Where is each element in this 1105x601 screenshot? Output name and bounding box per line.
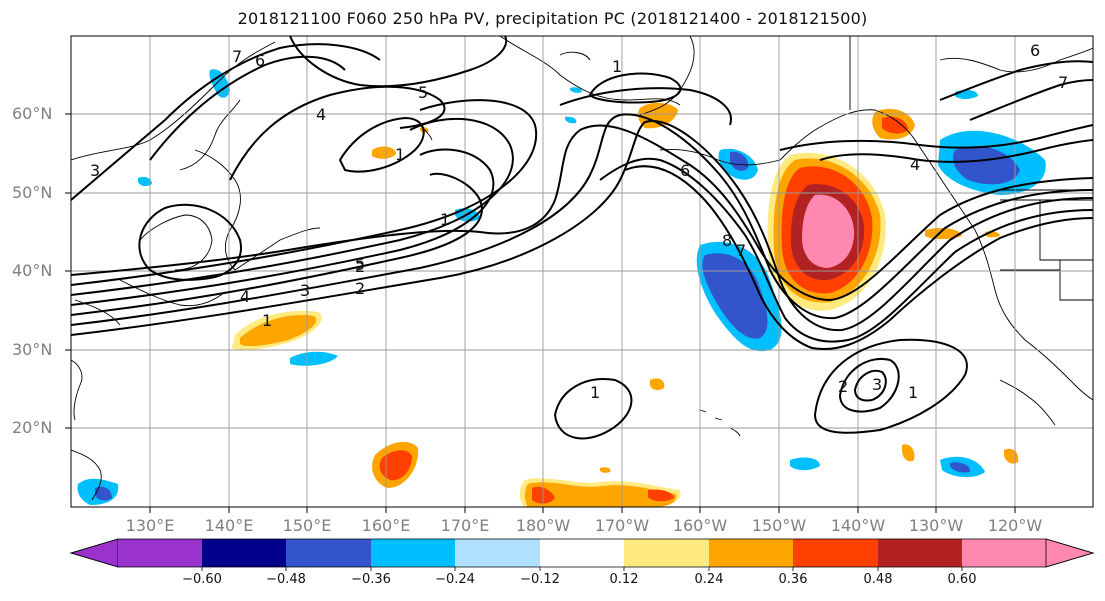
colorbar-tick-label: −0.12 — [520, 572, 560, 587]
colorbar-segment — [455, 539, 540, 567]
lon-label: 160°W — [672, 516, 728, 535]
lon-label: 170°W — [594, 516, 650, 535]
colorbar-segment — [286, 539, 371, 567]
colorbar-segment — [202, 539, 286, 567]
colorbar-tick-label: 0.24 — [694, 572, 724, 587]
contour-label: 6 — [1030, 41, 1040, 60]
colorbar-extend-low — [69, 538, 119, 568]
colorbar-extend-high — [1045, 538, 1095, 568]
contour-labels: 7 6 5 4 3 2 1 5 4 3 2 1 1 6 8 7 1 2 3 1 … — [90, 41, 1068, 402]
lon-label: 180°W — [515, 516, 571, 535]
colorbar-segment — [540, 539, 624, 567]
contour-label: 1 — [908, 383, 918, 402]
lon-label: 150°W — [751, 516, 807, 535]
lat-label: 60°N — [12, 104, 53, 123]
lat-label: 30°N — [12, 340, 53, 359]
colorbar-tick-label: −0.48 — [266, 572, 306, 587]
contour-label: 5 — [418, 83, 428, 102]
colorbar-tick-label: −0.36 — [351, 572, 391, 587]
contour-label: 7 — [1058, 73, 1068, 92]
contour-label: 1 — [395, 145, 405, 164]
colorbar-tick-label: 0.36 — [778, 572, 808, 587]
colorbar-segment — [709, 539, 793, 567]
lon-label: 160°E — [361, 516, 411, 535]
contour-label: 6 — [680, 161, 690, 180]
lon-label: 170°E — [440, 516, 490, 535]
colorbar-tick-label: −0.24 — [435, 572, 475, 587]
pv-contours — [71, 36, 1093, 440]
colorbar-segment — [878, 539, 962, 567]
colorbar-tick-label: 0.60 — [947, 572, 977, 587]
contour-label: 2 — [355, 279, 365, 298]
colorbar-segment — [624, 539, 709, 567]
lon-ticks — [149, 507, 1016, 513]
colorbar-tick-label: 0.12 — [609, 572, 639, 587]
contour-label: 1 — [440, 210, 450, 229]
colorbar-segment — [793, 539, 878, 567]
lon-label: 140°W — [830, 516, 886, 535]
lat-ticks — [65, 113, 71, 429]
contour-label: 7 — [736, 241, 746, 260]
lat-label: 40°N — [12, 261, 53, 280]
lat-lon-grid — [71, 36, 1093, 507]
lon-label: 150°E — [282, 516, 332, 535]
colorbar-segment — [118, 539, 202, 567]
contour-label: 1 — [262, 311, 272, 330]
coastlines — [71, 36, 1093, 501]
contour-label: 3 — [90, 161, 100, 180]
contour-label: 1 — [590, 383, 600, 402]
contour-label: 4 — [316, 105, 326, 124]
precip-positive-shading — [232, 102, 1019, 507]
lat-label: 20°N — [12, 418, 53, 437]
colorbar — [69, 538, 1095, 571]
contour-label: 5 — [355, 255, 365, 274]
contour-label: 2 — [355, 257, 365, 276]
contour-label: 8 — [722, 231, 732, 250]
contour-label: 1 — [612, 57, 622, 76]
map-frame — [70, 35, 1094, 508]
lon-label: 130°W — [908, 516, 964, 535]
contour-label: 3 — [872, 375, 882, 394]
contour-label: 4 — [910, 155, 920, 174]
colorbar-tick-label: 0.48 — [863, 572, 893, 587]
contour-label: 4 — [240, 287, 250, 306]
colorbar-segment — [962, 539, 1046, 567]
lon-label: 120°W — [987, 516, 1043, 535]
colorbar-segment — [371, 539, 455, 567]
contour-label: 2 — [838, 377, 848, 396]
lon-label: 130°E — [125, 516, 175, 535]
lon-label: 140°E — [204, 516, 254, 535]
lat-label: 50°N — [12, 183, 53, 202]
map-title: 2018121100 F060 250 hPa PV, precipitatio… — [237, 9, 868, 28]
contour-label: 7 — [232, 47, 242, 66]
contour-label: 6 — [255, 51, 265, 70]
contour-label: 3 — [300, 281, 310, 300]
colorbar-tick-label: −0.60 — [182, 572, 222, 587]
